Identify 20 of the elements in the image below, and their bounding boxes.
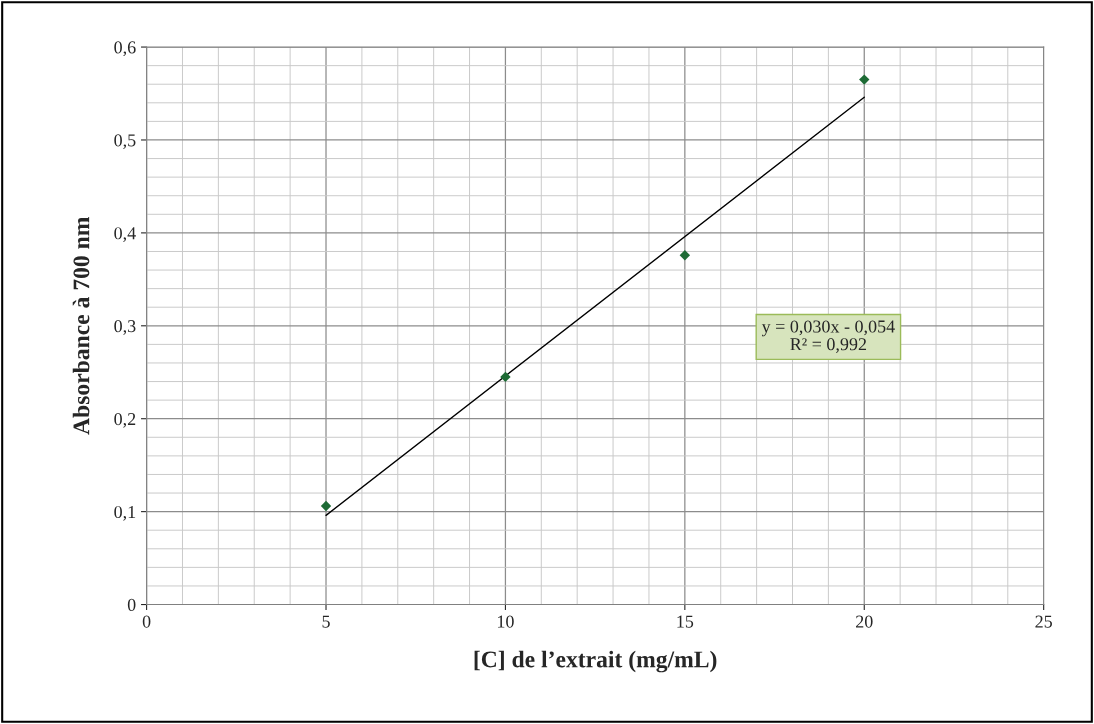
x-axis-title: [C] de l’extrait (mg/mL): [474, 650, 717, 673]
y-axis-title: Absorbance à 700 nm: [72, 217, 90, 435]
point: [320, 500, 332, 512]
x-tick-label: 15: [677, 615, 694, 628]
x-tick-label: 10: [497, 615, 514, 628]
y-tick-label: 0,3: [114, 320, 136, 335]
y-tick-label: 0,6: [114, 41, 136, 57]
y-tick-label: 0,5: [114, 134, 136, 150]
x-tick-label: 0: [142, 615, 151, 628]
point: [679, 249, 691, 261]
x-tick-label: 25: [1035, 615, 1052, 628]
point: [500, 371, 511, 383]
y-tick-label: 0,4: [114, 227, 136, 242]
x-tick-label: 5: [322, 615, 330, 628]
annotation: y = 0,030x - 0,054 R² = 0,992: [761, 320, 895, 353]
y-tick-label: 0,1: [114, 505, 136, 521]
y-tick-label: 0: [127, 598, 136, 611]
y-tick-label: 0,2: [114, 412, 136, 428]
x-tick-label: 20: [856, 615, 873, 628]
point: [859, 74, 870, 85]
